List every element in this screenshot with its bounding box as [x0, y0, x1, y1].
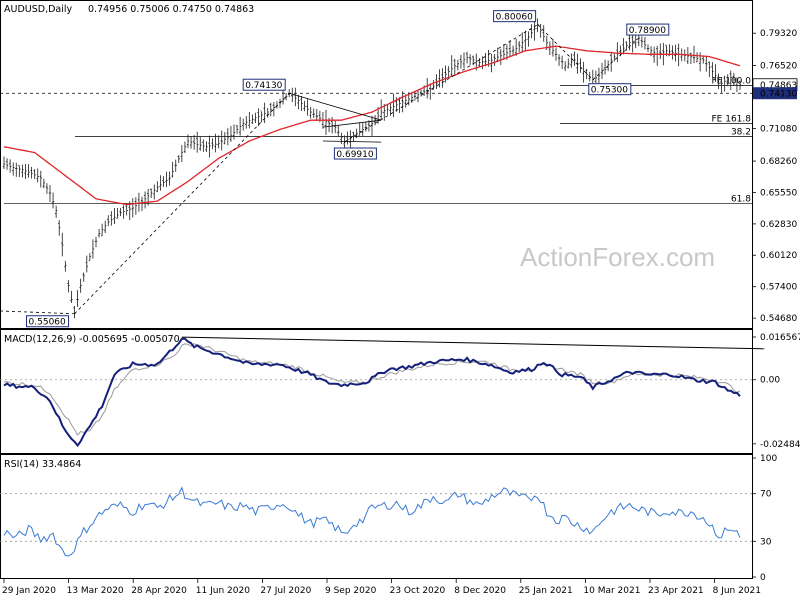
annotation-box-3 [493, 10, 537, 23]
price-panel [0, 0, 753, 329]
dashed-trend-4 [592, 37, 640, 80]
level-label-3: 61.8 [731, 194, 751, 204]
triangle-upper [289, 92, 382, 121]
price-title: AUDUSD,Daily [4, 4, 73, 15]
watermark: ActionForex.com [520, 242, 715, 272]
macd-signal-line [3, 343, 741, 436]
x-tick-label-0: 29 Jan 2020 [2, 586, 56, 596]
x-tick-label-8: 25 Jan 2021 [519, 586, 573, 596]
price-tick-label-8: 0.76520 [760, 62, 797, 72]
dashed-trend-0 [0, 310, 75, 315]
rsi-layer [0, 486, 752, 557]
triangle-lower [322, 140, 382, 143]
macd-panel [0, 329, 753, 454]
annotation-label-5: 0.78900 [629, 26, 666, 36]
triangle-mid [322, 119, 382, 128]
current-price-label: 0.74863 [760, 81, 797, 91]
macd-tick-label-0: 0.016567 [760, 333, 800, 343]
price-tick-label-1: 0.57400 [760, 283, 797, 293]
price-tick-label-0: 0.54680 [760, 314, 797, 324]
rsi-tick-label-0: 100 [760, 454, 777, 464]
annotation-label-0: 0.55060 [29, 318, 66, 328]
annotation-label-3: 0.80060 [496, 13, 533, 23]
macd-line [3, 337, 741, 448]
annotation-label-2: 0.69910 [336, 150, 373, 160]
price-ohlc: 0.74956 0.75006 0.74750 0.74863 [88, 4, 254, 15]
level-label-0: FE 100.0 [712, 76, 752, 86]
level-price-label: 0.74130 [760, 90, 797, 100]
x-tick-label-9: 10 Mar 2021 [583, 586, 640, 596]
annotation-box-0 [26, 315, 70, 328]
macd-layer [0, 336, 765, 448]
macd-tick-label-2: -0.02484 [760, 440, 800, 450]
dashed-trend-3 [537, 24, 594, 80]
annotation-box-5 [626, 23, 670, 36]
rsi-tick-label-3: 0 [760, 573, 766, 583]
annotation-box-2 [333, 147, 377, 160]
rsi-tick-label-2: 30 [760, 537, 772, 547]
axis-layer: 0.748630.741300.546800.574000.601200.628… [2, 29, 800, 596]
x-tick-label-5: 9 Sep 2020 [325, 586, 377, 596]
price-tick-label-2: 0.60120 [760, 251, 797, 261]
annotation-box-1 [242, 78, 286, 91]
x-tick-label-10: 23 Apr 2021 [648, 586, 704, 596]
rsi-title: RSI(14) 33.4864 [4, 459, 81, 470]
rsi-tick-label-1: 70 [760, 490, 772, 500]
rsi-line [3, 486, 741, 557]
macd-title: MACD(12,26,9) -0.005695 -0.005070 [4, 334, 180, 345]
x-tick-label-3: 11 Jun 2020 [196, 586, 250, 596]
rsi-panel [0, 454, 753, 579]
price-tick-label-3: 0.62830 [760, 220, 797, 230]
macd-trendline [181, 336, 765, 350]
x-tick-label-11: 8 Jun 2021 [713, 586, 761, 596]
x-tick-label-6: 23 Oct 2020 [390, 586, 446, 596]
price-tick-label-5: 0.68260 [760, 157, 797, 167]
price-layer: FE 100.0 FE 161.8 38.2 61.8 0.55060 0.74130 0.… [0, 10, 752, 328]
annotation-label-1: 0.74130 [245, 81, 282, 91]
annotation-box-4 [588, 83, 632, 96]
macd-tick-label-1: 0.00 [760, 376, 780, 386]
price-tick-label-9: 0.79320 [760, 29, 797, 39]
level-label-2: 38.2 [731, 127, 751, 137]
dashed-trend-2 [344, 24, 538, 143]
x-tick-label-7: 8 Dec 2020 [454, 586, 506, 596]
annotation-label-4: 0.75300 [591, 86, 628, 96]
x-tick-label-2: 28 Apr 2020 [131, 586, 187, 596]
price-tick-label-6: 0.71080 [760, 124, 797, 134]
moving-average-line [3, 45, 741, 206]
x-tick-label-1: 13 Mar 2020 [67, 586, 124, 596]
x-tick-label-4: 27 Jul 2020 [260, 586, 311, 596]
price-tick-label-4: 0.65550 [760, 188, 797, 198]
level-price-box [753, 87, 797, 100]
level-label-1: FE 161.8 [712, 115, 752, 125]
